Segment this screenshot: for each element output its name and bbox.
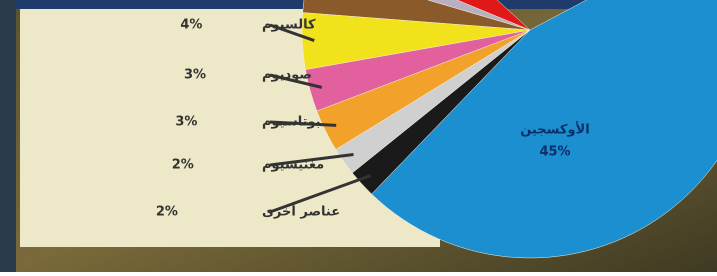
left-border	[0, 0, 16, 272]
slice-name: الأوكسجين	[520, 121, 589, 138]
slice-value: 2%	[172, 158, 194, 173]
slice-value: 3%	[184, 68, 206, 83]
slice-value: 45%	[539, 145, 570, 160]
slice-value: 4%	[180, 18, 202, 33]
slice-value: 3%	[175, 115, 197, 130]
slice-value: 2%	[156, 205, 178, 220]
chart: الأوكسجين45%كالسيوم4%صوديوم3%بوتاسيوم3%م…	[0, 0, 717, 272]
